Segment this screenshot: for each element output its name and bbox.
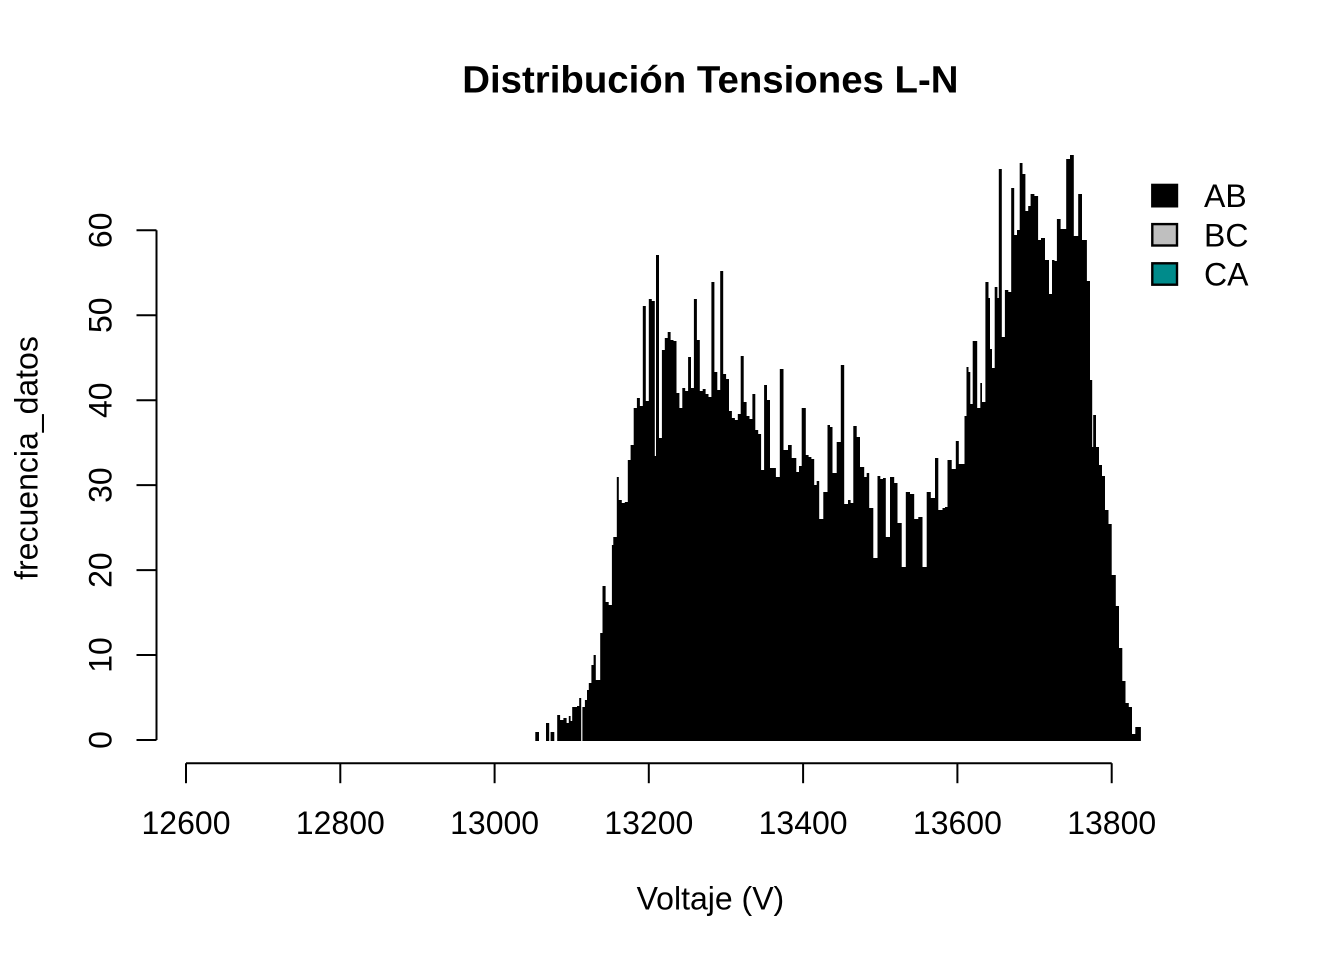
svg-text:50: 50 <box>83 297 119 333</box>
svg-text:60: 60 <box>83 213 119 249</box>
svg-text:13400: 13400 <box>759 805 848 841</box>
svg-text:Voltaje (V): Voltaje (V) <box>637 881 785 917</box>
svg-text:13000: 13000 <box>450 805 539 841</box>
svg-text:12800: 12800 <box>296 805 385 841</box>
svg-text:Distribución Tensiones L-N: Distribución Tensiones L-N <box>462 59 958 102</box>
svg-text:30: 30 <box>83 467 119 503</box>
svg-text:CA: CA <box>1204 257 1249 293</box>
svg-text:13600: 13600 <box>913 805 1002 841</box>
svg-text:12600: 12600 <box>142 805 231 841</box>
svg-text:BC: BC <box>1204 217 1248 253</box>
svg-text:20: 20 <box>83 552 119 588</box>
svg-text:40: 40 <box>83 382 119 418</box>
svg-text:0: 0 <box>83 731 119 749</box>
svg-text:frecuencia_datos: frecuencia_datos <box>9 336 45 580</box>
svg-text:13800: 13800 <box>1067 805 1156 841</box>
svg-text:13200: 13200 <box>604 805 693 841</box>
svg-text:AB: AB <box>1204 178 1247 214</box>
svg-text:10: 10 <box>83 637 119 673</box>
